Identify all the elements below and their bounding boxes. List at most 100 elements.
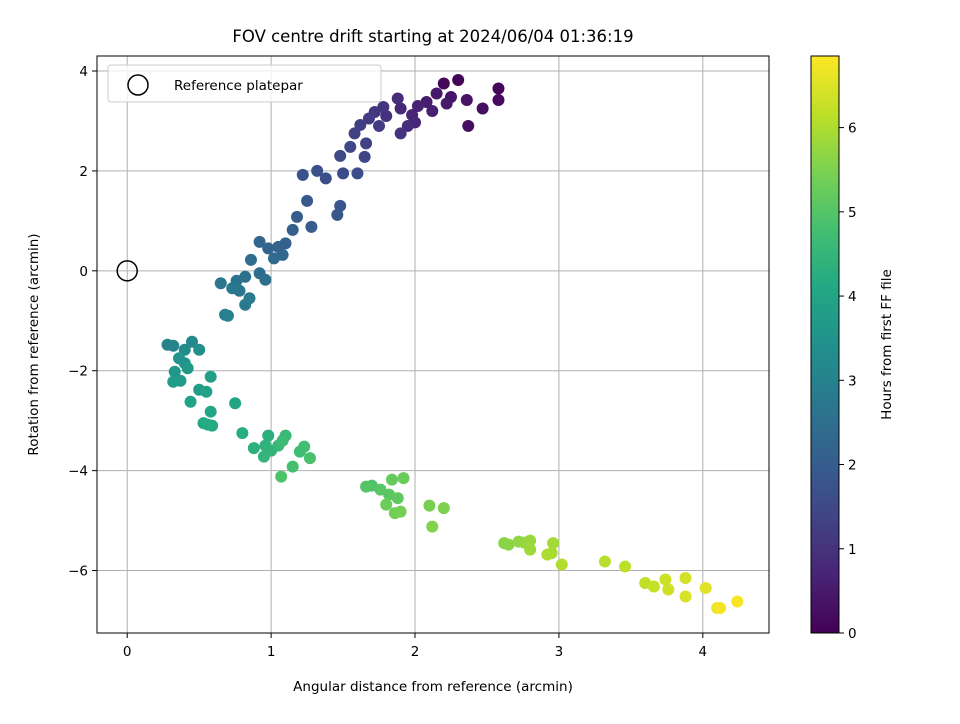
reference-point-marker (116, 260, 138, 282)
x-tick-label: 2 (411, 644, 420, 660)
data-point (236, 427, 249, 440)
data-point (452, 73, 465, 86)
data-point (462, 119, 475, 132)
data-point (247, 442, 260, 455)
data-point (229, 397, 242, 410)
colorbar-gradient (810, 55, 840, 634)
x-tick-label: 4 (699, 644, 708, 660)
data-point (358, 150, 371, 163)
legend-marker (127, 74, 149, 96)
data-point (243, 292, 256, 305)
data-point (391, 492, 404, 505)
data-point (286, 460, 299, 473)
plot-frame (96, 55, 770, 634)
data-point (524, 543, 537, 556)
data-point (362, 112, 375, 125)
data-point (411, 99, 424, 112)
data-point (524, 534, 537, 547)
data-point (391, 92, 404, 105)
data-point (354, 118, 367, 131)
x-tick-label: 0 (123, 644, 132, 660)
data-point (426, 520, 439, 533)
data-point (276, 434, 289, 447)
data-point (334, 149, 347, 162)
data-point (193, 343, 206, 356)
data-point (460, 93, 473, 106)
legend-box (107, 64, 382, 103)
data-point (226, 282, 239, 295)
data-point (181, 362, 194, 375)
y-tick-label: 2 (79, 164, 88, 180)
chart-title: FOV centre drift starting at 2024/06/04 … (232, 27, 633, 46)
data-point (257, 450, 270, 463)
y-tick-label: 0 (79, 264, 88, 280)
x-tick-label: 3 (555, 644, 564, 660)
colorbar-tick-label: 3 (848, 373, 857, 389)
data-point (185, 335, 198, 348)
data-point (262, 429, 275, 442)
data-point (647, 580, 660, 593)
colorbar-tick-label: 2 (848, 458, 857, 474)
legend: Reference platepar (107, 64, 382, 103)
data-point (178, 343, 191, 356)
data-point (253, 235, 266, 248)
data-point (311, 164, 324, 177)
data-point (731, 595, 744, 608)
colorbar-tick-label: 0 (848, 626, 857, 642)
y-axis-ticks: −6 −4 −2 0 2 4 (68, 64, 97, 580)
data-point (286, 223, 299, 236)
y-tick-label: 4 (79, 64, 88, 80)
data-point (699, 582, 712, 595)
data-point (547, 537, 560, 550)
x-tick-label: 1 (267, 644, 276, 660)
data-point (394, 505, 407, 518)
data-point (598, 555, 611, 568)
data-point (394, 102, 407, 115)
data-point (437, 77, 450, 90)
data-point (331, 208, 344, 221)
data-point (659, 573, 672, 586)
y-tick-label: −2 (68, 364, 88, 380)
data-point (714, 602, 727, 615)
data-point (502, 538, 515, 551)
data-point (492, 82, 505, 95)
data-point (476, 102, 489, 115)
data-point (303, 452, 316, 465)
data-point (555, 558, 568, 571)
y-tick-label: −4 (68, 464, 88, 480)
data-point (360, 137, 373, 150)
data-point (275, 470, 288, 483)
legend-label: Reference platepar (174, 78, 303, 94)
data-point (541, 548, 554, 561)
data-point (437, 502, 450, 515)
y-tick-label: −6 (68, 564, 88, 580)
data-point (348, 127, 361, 140)
data-point (296, 168, 309, 181)
data-point (200, 385, 213, 398)
data-point (380, 498, 393, 511)
data-point (267, 252, 280, 265)
data-point (679, 572, 692, 585)
data-point (426, 104, 439, 117)
data-point (351, 167, 364, 180)
data-point (259, 273, 272, 286)
colorbar-tick-label: 4 (848, 289, 857, 305)
data-point (298, 440, 311, 453)
data-point (204, 370, 217, 383)
x-axis-ticks: 0 1 2 3 4 (123, 633, 707, 660)
data-point (373, 119, 386, 132)
data-point (337, 167, 350, 180)
data-point (401, 119, 414, 132)
data-point (204, 405, 217, 418)
data-point (167, 375, 180, 388)
colorbar-label: Hours from first FF file (879, 269, 895, 420)
colorbar-tick-label: 6 (848, 121, 857, 137)
x-axis-label: Angular distance from reference (arcmin) (293, 679, 573, 695)
data-point (344, 140, 357, 153)
data-point (385, 473, 398, 486)
data-point (440, 97, 453, 110)
data-point (619, 560, 632, 573)
data-point (291, 210, 304, 223)
colorbar: 0 1 2 3 4 5 6 Hours from first FF file (810, 55, 895, 642)
